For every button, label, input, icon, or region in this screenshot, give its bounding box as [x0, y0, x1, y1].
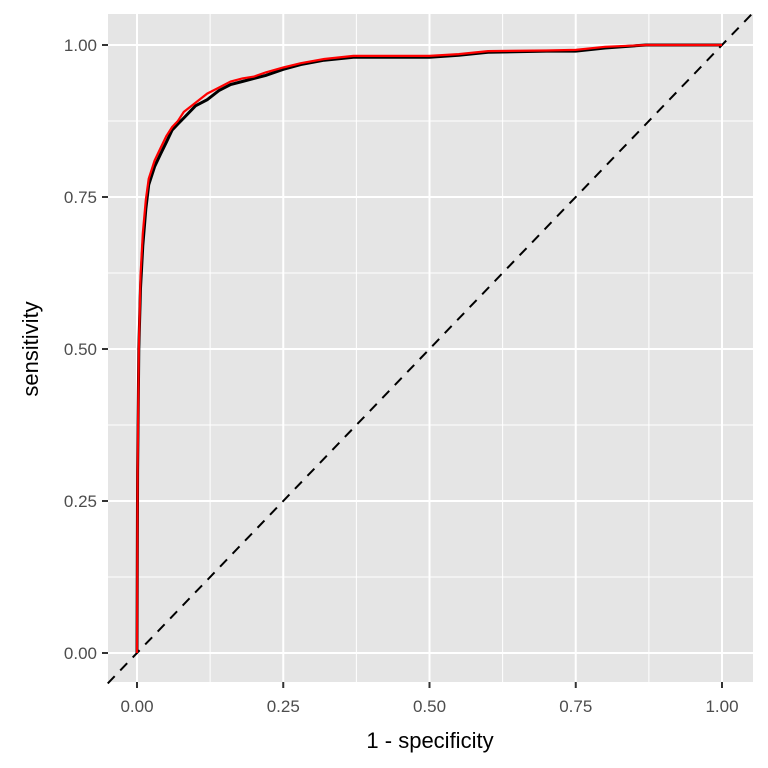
x-tick-label: 1.00	[705, 697, 738, 716]
axis-ticks: 0.00 0.00 0.25 0.25 0.50 0.50 0.75 0.75 1.00 1.00	[64, 36, 739, 716]
curve-red	[135, 43, 722, 654]
x-tick-label: 0.25	[267, 697, 300, 716]
x-tick-label: 0.50	[413, 697, 446, 716]
y-tick-label: 0.75	[64, 188, 97, 207]
y-tick-label: 0.25	[64, 492, 97, 511]
y-tick-label: 0.00	[64, 644, 97, 663]
x-tick-label: 0.75	[559, 697, 592, 716]
gridlines	[108, 14, 753, 682]
y-tick-label: 1.00	[64, 36, 97, 55]
x-axis-label: 1 - specificity	[366, 728, 493, 753]
y-tick-label: 0.50	[64, 340, 97, 359]
x-tick-label: 0.00	[120, 697, 153, 716]
y-axis-label: sensitivity	[18, 301, 43, 396]
